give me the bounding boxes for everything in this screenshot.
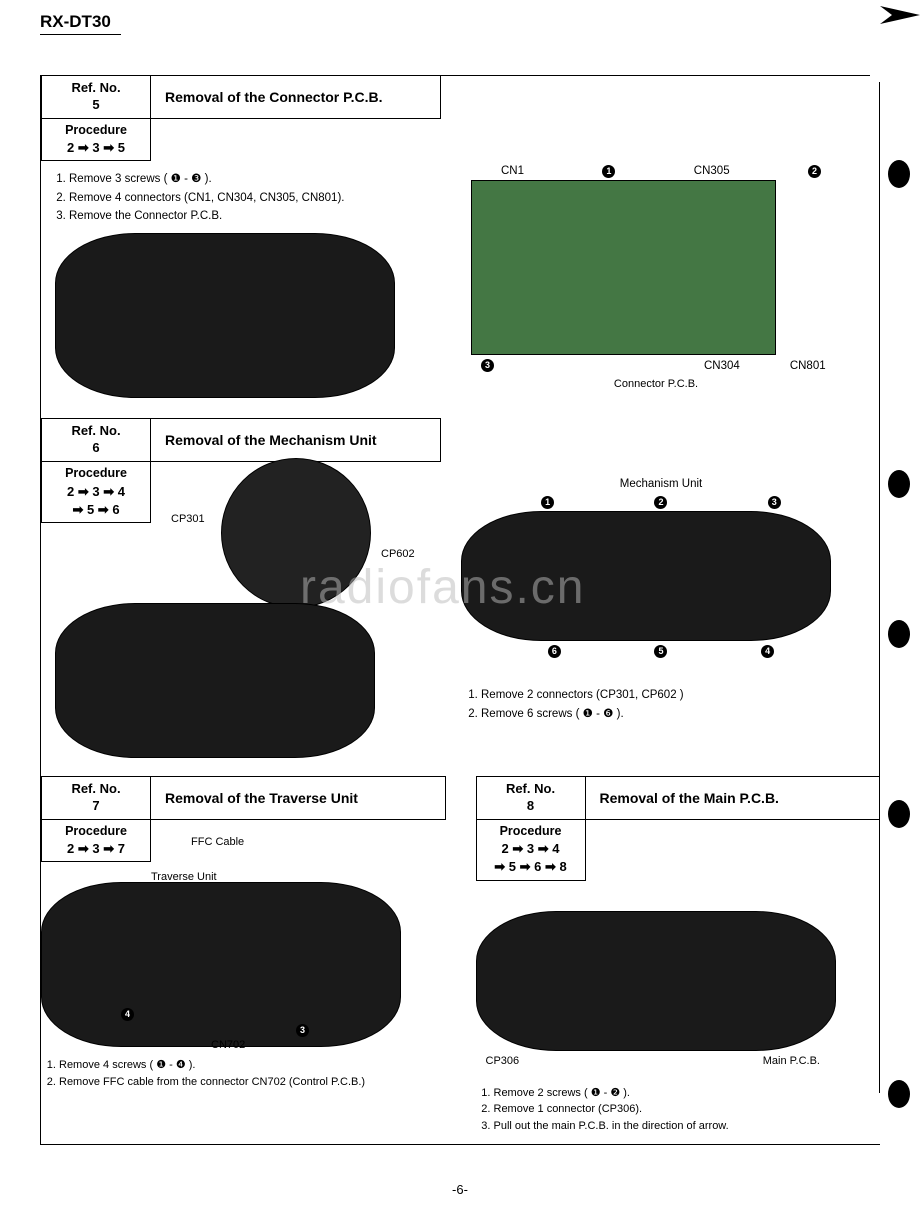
marker-2: 2 (808, 165, 821, 178)
procedure-seq-8: 2 ➡ 3 ➡ 4 ➡ 5 ➡ 6 ➡ 8 (479, 840, 583, 876)
procedure-box-8: Procedure 2 ➡ 3 ➡ 4 ➡ 5 ➡ 6 ➡ 8 (476, 820, 586, 881)
photo-detail-circle (221, 458, 371, 608)
caption-main-pcb: Main P.C.B. (763, 1055, 820, 1067)
marker-3: 3 (481, 359, 494, 372)
seq-step: 2 (67, 841, 74, 856)
seq-step: 3 (92, 140, 99, 155)
procedure-seq-5: 2 ➡ 3 ➡ 5 (44, 139, 148, 157)
procedure-box-5: Procedure 2 ➡ 3 ➡ 5 (41, 119, 151, 162)
seq-step: 2 (67, 140, 74, 155)
marker-2: 2 (654, 496, 667, 509)
marker-1: 1 (602, 165, 615, 178)
marker-1: 1 (541, 496, 554, 509)
punch-hole-icon (888, 1080, 910, 1108)
step: Remove 1 connector (CP306). (494, 1101, 881, 1118)
punch-hole-icon (888, 160, 910, 188)
section-6: Ref. No. 6 Removal of the Mechanism Unit… (41, 418, 880, 758)
seq-step: 5 (87, 502, 94, 517)
steps-list-8: Remove 2 screws ( ❶ - ❷ ). Remove 1 conn… (494, 1085, 881, 1135)
callout-cn801: CN801 (790, 360, 826, 372)
ref-box-5: Ref. No. 5 (41, 75, 151, 119)
procedure-label: Procedure (479, 823, 583, 841)
photo-connector-right-wrap: CN1 1 CN305 2 3 CN304 CN801 Connector P.… (471, 165, 841, 390)
seq-step: 3 (527, 841, 534, 856)
seq-step: 4 (552, 841, 559, 856)
ref-num: 6 (44, 440, 148, 457)
procedure-label: Procedure (44, 465, 148, 483)
step: Remove 6 screws ( ❶ - ❻ ). (481, 705, 861, 723)
ref-label: Ref. No. (506, 781, 555, 796)
step: Remove FFC cable from the connector CN70… (59, 1074, 446, 1091)
step: Remove 2 screws ( ❶ - ❷ ). (494, 1085, 881, 1102)
punch-hole-icon (888, 800, 910, 828)
marker-6: 6 (548, 645, 561, 658)
section-7: Ref. No. 7 Removal of the Traverse Unit … (41, 776, 446, 1134)
seq-step: 5 (118, 140, 125, 155)
callout-cp306: CP306 (486, 1055, 520, 1067)
section-5: Ref. No. 5 Removal of the Connector P.C.… (41, 75, 880, 398)
callout-cn702: CN702 (211, 1039, 245, 1051)
procedure-label: Procedure (44, 823, 148, 841)
punch-hole-icon (888, 470, 910, 498)
callout-ffc: FFC Cable (191, 836, 244, 848)
seq-step: 3 (92, 484, 99, 499)
seq-step: 2 (502, 841, 509, 856)
callout-traverse: Traverse Unit (151, 871, 217, 883)
seq-step: 7 (118, 841, 125, 856)
punch-hole-icon (888, 620, 910, 648)
ref-label: Ref. No. (71, 423, 120, 438)
caption-mechanism: Mechanism Unit (461, 478, 861, 490)
section-7-title: Removal of the Traverse Unit (151, 776, 446, 820)
steps-list-7: Remove 4 screws ( ❶ - ❹ ). Remove FFC ca… (59, 1057, 446, 1090)
seq-step: 6 (112, 502, 119, 517)
ref-label: Ref. No. (71, 80, 120, 95)
marker-3: 3 (768, 496, 781, 509)
ref-box-7: Ref. No. 7 (41, 776, 151, 820)
section-8-title: Removal of the Main P.C.B. (586, 776, 881, 820)
ref-num: 7 (44, 798, 148, 815)
photo-mechanism-left (55, 603, 375, 758)
ref-num: 8 (479, 798, 583, 815)
seq-step: 6 (534, 859, 541, 874)
callout-cn1: CN1 (501, 165, 524, 178)
callout-cn305: CN305 (694, 165, 730, 178)
step: Remove 4 screws ( ❶ - ❹ ). (59, 1057, 446, 1074)
section-6-title: Removal of the Mechanism Unit (151, 418, 441, 462)
binding-holes (880, 0, 910, 1205)
seq-step: 4 (118, 484, 125, 499)
seq-step: 5 (509, 859, 516, 874)
caption-connector-pcb: Connector P.C.B. (471, 378, 841, 390)
procedure-label: Procedure (44, 122, 148, 140)
step: Pull out the main P.C.B. in the directio… (494, 1118, 881, 1135)
callout-cp602: CP602 (381, 548, 415, 560)
procedure-box-6: Procedure 2 ➡ 3 ➡ 4 ➡ 5 ➡ 6 (41, 462, 151, 523)
procedure-box-7: Procedure 2 ➡ 3 ➡ 7 (41, 820, 151, 863)
seq-step: 8 (560, 859, 567, 874)
step: Remove 2 connectors (CP301, CP602 ) (481, 686, 861, 704)
ref-box-8: Ref. No. 8 (476, 776, 586, 820)
photo-mechanism-unit (461, 511, 831, 641)
seq-step: 3 (92, 841, 99, 856)
photo-traverse-unit (41, 882, 401, 1047)
page-number: -6- (0, 1182, 920, 1197)
marker-5: 5 (654, 645, 667, 658)
ref-num: 5 (44, 97, 148, 114)
procedure-seq-7: 2 ➡ 3 ➡ 7 (44, 840, 148, 858)
steps-list-6: Remove 2 connectors (CP301, CP602 ) Remo… (461, 686, 861, 723)
photo-connector-pcb (471, 180, 776, 355)
callout-cn304: CN304 (704, 360, 740, 372)
section-5-title: Removal of the Connector P.C.B. (151, 75, 441, 119)
section-8: Ref. No. 8 Removal of the Main P.C.B. Pr… (476, 776, 881, 1134)
callout-cp301: CP301 (171, 513, 205, 525)
procedure-seq-6: 2 ➡ 3 ➡ 4 ➡ 5 ➡ 6 (44, 483, 148, 519)
ref-label: Ref. No. (71, 781, 120, 796)
photo-connector-left (55, 233, 395, 398)
marker-4: 4 (761, 645, 774, 658)
ref-box-6: Ref. No. 6 (41, 418, 151, 462)
photo-mechanism-right-wrap: Mechanism Unit 1 2 3 6 5 4 Remove 2 conn… (461, 478, 861, 723)
photo-main-pcb (476, 911, 836, 1051)
model-number: RX-DT30 (40, 12, 121, 35)
seq-step: 2 (67, 484, 74, 499)
